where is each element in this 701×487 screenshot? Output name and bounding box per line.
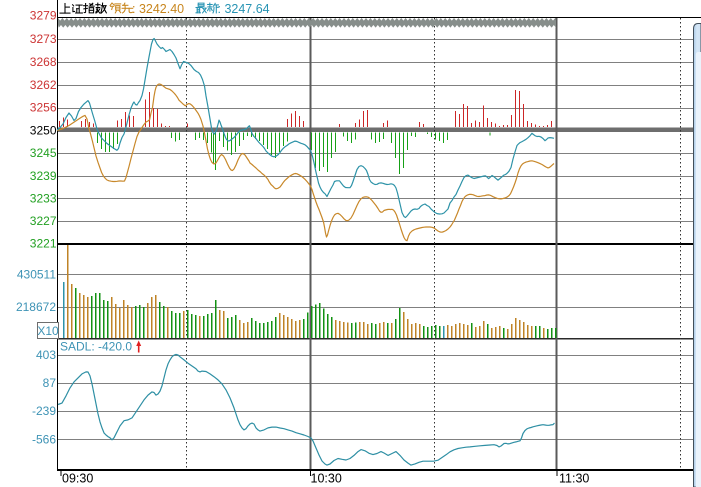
svg-text:403: 403 [36, 348, 56, 362]
svg-text:3268: 3268 [30, 55, 57, 69]
svg-text:3227: 3227 [30, 214, 57, 228]
svg-text:-566: -566 [32, 433, 56, 447]
svg-text:3221: 3221 [30, 237, 57, 251]
svg-text:87: 87 [43, 376, 57, 390]
svg-text:3273: 3273 [30, 32, 57, 46]
svg-text:218672: 218672 [16, 300, 56, 314]
svg-text:3250: 3250 [30, 124, 57, 138]
svg-text:-239: -239 [32, 404, 56, 418]
svg-text:430511: 430511 [17, 268, 56, 282]
svg-text:: 3242.40: : 3242.40 [132, 2, 184, 16]
svg-text:10:30: 10:30 [311, 472, 342, 486]
svg-text:3239: 3239 [30, 169, 57, 183]
svg-text:11:30: 11:30 [559, 472, 589, 486]
svg-text:SADL: -420.0: SADL: -420.0 [60, 340, 132, 354]
svg-text:09:30: 09:30 [62, 472, 93, 486]
svg-text:: 3247.64: : 3247.64 [218, 2, 270, 16]
svg-text:3245: 3245 [30, 146, 57, 160]
svg-text:3256: 3256 [30, 101, 57, 115]
svg-text:3279: 3279 [30, 9, 57, 23]
svg-text:X10: X10 [37, 324, 59, 338]
svg-text:3262: 3262 [30, 78, 57, 92]
svg-text:3233: 3233 [30, 192, 57, 206]
